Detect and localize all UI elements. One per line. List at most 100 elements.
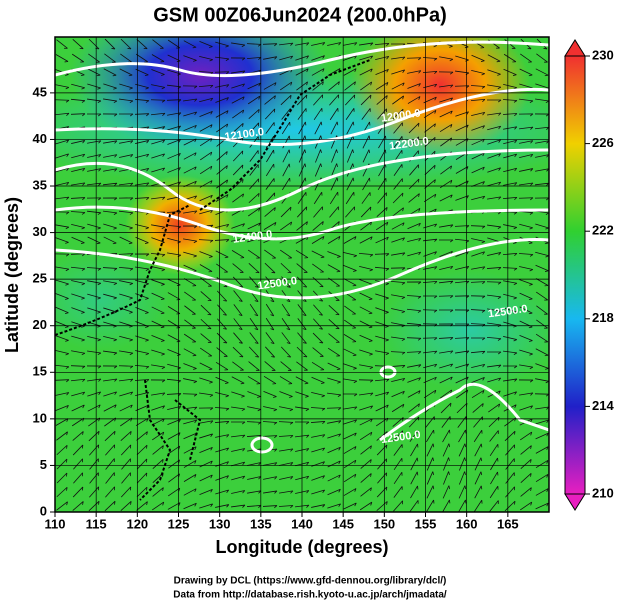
wind-arrow	[326, 407, 342, 411]
wind-arrow	[520, 445, 532, 455]
wind-arrow	[103, 223, 117, 230]
wind-arrow	[150, 99, 166, 103]
wind-arrow	[406, 57, 422, 61]
wind-arrow	[231, 42, 246, 48]
wind-arrow	[442, 429, 451, 443]
wind-arrow	[503, 391, 517, 397]
wind-arrow	[279, 55, 294, 61]
wind-arrow	[471, 266, 486, 270]
wind-arrow	[55, 293, 69, 300]
wind-arrow	[519, 405, 533, 411]
wind-arrow	[472, 403, 484, 413]
wind-arrow	[359, 55, 374, 61]
wind-arrow	[487, 153, 501, 159]
wind-arrow	[535, 473, 549, 483]
wind-arrow	[281, 276, 291, 288]
wind-arrow	[519, 140, 534, 144]
wind-arrow	[119, 83, 133, 90]
wind-arrow	[231, 223, 245, 229]
wind-arrow	[471, 152, 485, 160]
wind-arrow	[183, 446, 197, 454]
wind-arrow	[119, 350, 134, 356]
wind-arrow	[406, 337, 422, 341]
colorbar-max-arrow	[564, 39, 586, 57]
wind-arrow	[426, 471, 434, 485]
wind-arrow	[362, 177, 371, 191]
wind-arrow	[439, 110, 453, 118]
wind-arrow	[359, 431, 373, 441]
wind-arrow	[426, 457, 434, 471]
wind-arrow	[215, 56, 230, 61]
wind-arrow	[249, 122, 260, 134]
wind-arrow	[519, 292, 533, 301]
wind-arrow	[55, 99, 70, 103]
wind-arrow	[313, 304, 323, 316]
colorbar-tick-label: 218	[592, 310, 614, 325]
wind-arrow	[87, 280, 102, 286]
wind-arrow	[279, 448, 294, 452]
wind-arrow	[407, 96, 421, 104]
wind-arrow	[120, 501, 132, 511]
y-tick-label: 5	[40, 457, 47, 472]
wind-arrow	[105, 444, 116, 456]
wind-arrow	[150, 379, 166, 383]
wind-arrow	[393, 164, 403, 176]
wind-arrow	[409, 164, 419, 176]
wind-arrow	[343, 406, 358, 410]
wind-arrow	[89, 472, 99, 484]
contour-label: 12500.0	[487, 303, 528, 320]
wind-arrow	[118, 266, 134, 271]
wind-arrow	[200, 333, 212, 343]
wind-arrow	[375, 236, 389, 244]
wind-arrow	[407, 364, 422, 368]
wind-arrow	[199, 433, 214, 439]
wind-arrow	[408, 193, 420, 203]
wind-arrow	[71, 236, 85, 244]
wind-arrow	[280, 262, 292, 274]
wind-arrow	[311, 489, 326, 495]
wind-arrow	[487, 308, 502, 314]
wind-arrow	[183, 152, 197, 160]
wind-arrow	[473, 416, 483, 428]
wind-arrow	[343, 446, 357, 454]
wind-arrow	[71, 168, 86, 172]
wind-arrow	[263, 391, 277, 398]
wind-arrow	[279, 81, 293, 91]
wind-arrow	[331, 149, 338, 163]
wind-arrow	[247, 462, 262, 466]
wind-arrow	[471, 112, 486, 116]
wind-arrow	[278, 505, 294, 509]
wind-arrow	[502, 252, 518, 257]
wind-arrow	[312, 347, 324, 357]
wind-arrow	[390, 280, 406, 285]
wind-arrow	[231, 504, 246, 508]
wind-arrow	[281, 121, 291, 135]
wind-arrow	[183, 406, 198, 410]
wind-arrow	[406, 351, 422, 355]
wind-arrow	[103, 236, 117, 245]
contour-label: 12100.0	[224, 126, 265, 143]
wind-arrow	[71, 350, 86, 356]
x-tick-label: 165	[497, 516, 519, 531]
wind-arrow	[377, 192, 387, 204]
wind-arrow	[281, 177, 291, 191]
wind-arrow	[471, 54, 485, 62]
wind-arrow	[535, 278, 549, 287]
wind-arrow	[87, 391, 101, 397]
wind-arrow	[247, 406, 262, 412]
wind-arrow	[119, 98, 134, 104]
wind-arrow	[359, 292, 373, 301]
wind-arrow	[55, 112, 70, 116]
wind-arrow	[71, 53, 85, 63]
wind-arrow	[502, 267, 518, 271]
wind-arrow	[344, 305, 356, 315]
wind-arrow	[474, 485, 483, 499]
wind-arrow	[458, 471, 466, 485]
wind-arrow	[56, 458, 68, 470]
wind-arrow	[328, 333, 340, 343]
wind-arrow	[119, 378, 134, 382]
wind-arrow	[278, 421, 294, 425]
wind-arrow	[438, 309, 454, 313]
wind-arrow	[151, 364, 166, 370]
wind-arrow	[279, 476, 294, 480]
